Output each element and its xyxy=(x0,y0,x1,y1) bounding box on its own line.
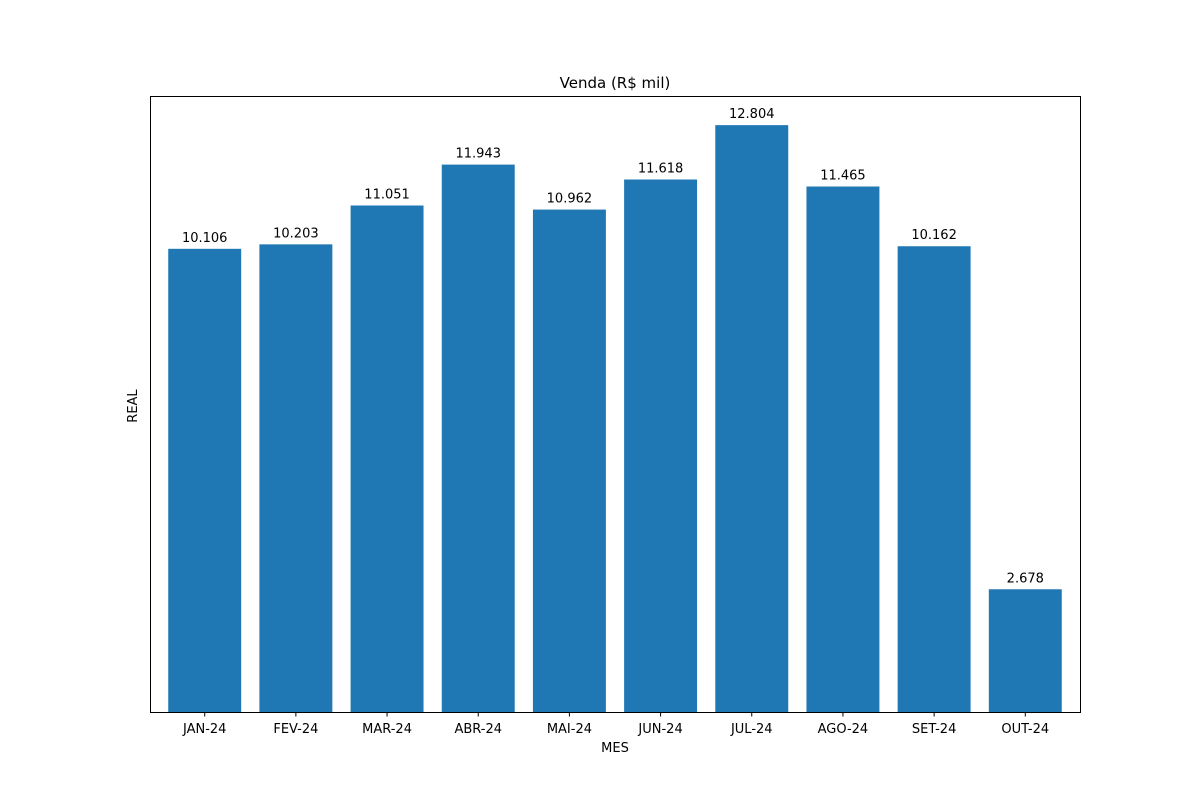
x-tick-label-mai-24: MAI-24 xyxy=(547,722,592,737)
value-label-abr-24: 11.943 xyxy=(455,147,501,162)
bar-ago-24 xyxy=(806,186,880,712)
value-label-fev-24: 10.203 xyxy=(273,226,319,241)
bar-mai-24 xyxy=(532,209,606,712)
x-axis-label: MES xyxy=(601,741,629,756)
value-label-ago-24: 11.465 xyxy=(820,169,866,184)
bar-jan-24 xyxy=(168,248,242,712)
value-label-out-24: 2.678 xyxy=(1007,571,1044,586)
bar-abr-24 xyxy=(441,164,515,713)
x-tick-label-jul-24: JUL-24 xyxy=(730,722,773,737)
chart-title: Venda (R$ mil) xyxy=(560,74,671,92)
x-ticks-group: JAN-24 FEV-24 MAR-24 ABR-24 MAI-24 JUN-24 JUL-… xyxy=(182,712,1049,737)
value-label-jan-24: 10.106 xyxy=(182,231,228,246)
x-tick-label-fev-24: FEV-24 xyxy=(273,722,318,737)
y-axis-label: REAL xyxy=(126,389,141,423)
plot-frame xyxy=(150,96,1081,713)
x-tick-label-jan-24: JAN-24 xyxy=(182,722,226,737)
bar-fev-24 xyxy=(259,244,333,713)
bar-jul-24 xyxy=(715,125,789,712)
value-label-jun-24: 11.618 xyxy=(638,162,684,177)
x-tick-label-mar-24: MAR-24 xyxy=(362,722,412,737)
x-tick-label-set-24: SET-24 xyxy=(912,722,956,737)
x-tick-label-ago-24: AGO-24 xyxy=(818,722,869,737)
x-tick-label-out-24: OUT-24 xyxy=(1001,722,1049,737)
x-tick-label-abr-24: ABR-24 xyxy=(454,722,502,737)
bar-out-24 xyxy=(988,589,1062,712)
bars-group xyxy=(168,125,1062,713)
value-label-mai-24: 10.962 xyxy=(547,192,593,207)
bar-mar-24 xyxy=(350,205,424,712)
value-label-mar-24: 11.051 xyxy=(364,188,410,203)
value-label-set-24: 10.162 xyxy=(911,228,957,243)
bar-jun-24 xyxy=(624,179,698,712)
value-labels-group: 10.106 10.203 11.051 11.943 10.962 11.618 12.8… xyxy=(182,107,1044,586)
value-label-jul-24: 12.804 xyxy=(729,107,775,122)
bar-set-24 xyxy=(897,246,971,713)
x-tick-label-jun-24: JUN-24 xyxy=(637,722,682,737)
